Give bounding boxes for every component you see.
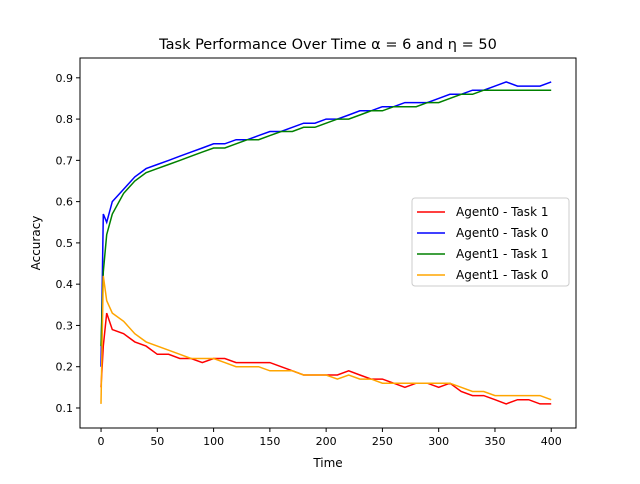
y-tick-label: 0.5 (56, 237, 74, 250)
x-tick-label: 100 (203, 435, 224, 448)
legend-item: Agent1 - Task 1 (417, 247, 548, 261)
legend-item: Agent1 - Task 0 (417, 268, 548, 282)
legend: Agent0 - Task 1 Agent0 - Task 0 Agent1 - T… (411, 197, 570, 287)
series-line-agent1-task-0 (100, 275, 552, 404)
series-line-agent1-task-1 (100, 89, 552, 347)
x-tick-label: 400 (541, 435, 562, 448)
series-line-agent0-task-1 (100, 312, 552, 405)
x-tick-label: 350 (484, 435, 505, 448)
y-tick-label: 0.3 (56, 319, 74, 332)
y-tick-label: 0.7 (56, 154, 74, 167)
x-tick-label: 200 (316, 435, 337, 448)
x-axis-label: Time (312, 456, 342, 470)
x-tick-label: 150 (259, 435, 280, 448)
x-tick-label: 250 (372, 435, 393, 448)
y-tick-label: 0.4 (56, 278, 74, 291)
legend-label: Agent0 - Task 0 (456, 226, 548, 240)
chart-title: Task Performance Over Time α = 6 and η =… (158, 37, 497, 53)
y-tick-label: 0.8 (56, 113, 74, 126)
y-tick-label: 0.1 (56, 402, 74, 415)
legend-item: Agent0 - Task 0 (417, 226, 548, 240)
series-line-agent0-task-0 (100, 81, 552, 367)
legend-item: Agent0 - Task 1 (417, 205, 548, 219)
x-tick-label: 0 (98, 435, 105, 448)
legend-box (411, 197, 570, 287)
y-tick-label: 0.6 (56, 196, 74, 209)
y-tick-label: 0.9 (56, 72, 74, 85)
y-axis-label: Accuracy (29, 216, 43, 271)
legend-label: Agent1 - Task 1 (456, 247, 548, 261)
legend-label: Agent0 - Task 1 (456, 205, 548, 219)
y-tick-label: 0.2 (56, 361, 74, 374)
x-tick-label: 50 (150, 435, 164, 448)
x-tick-label: 300 (428, 435, 449, 448)
legend-label: Agent1 - Task 0 (456, 268, 548, 282)
